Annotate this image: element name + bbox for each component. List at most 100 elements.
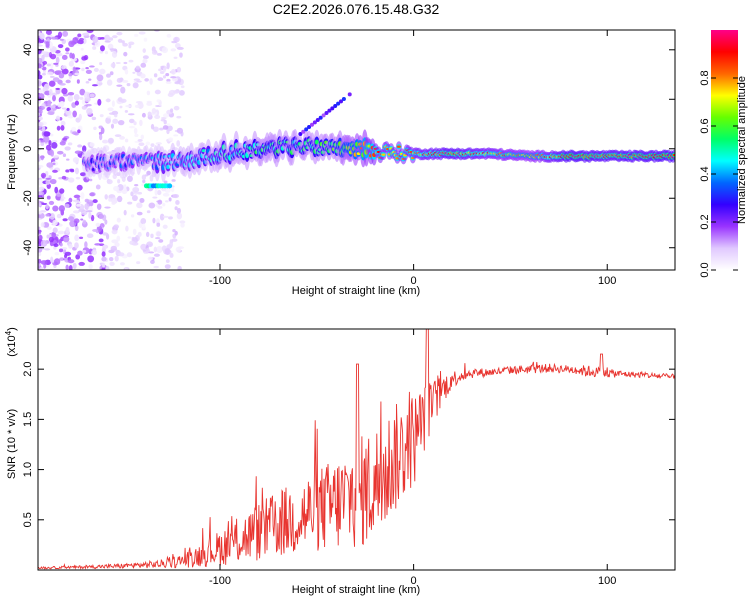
snr-series-line — [38, 329, 675, 570]
heatmap-cell — [98, 82, 103, 85]
snr-multiplier-base: (x10 — [6, 335, 18, 356]
heatmap-cell — [156, 52, 162, 56]
heatmap-cell — [156, 246, 163, 254]
heatmap-cell — [39, 32, 45, 40]
heatmap-cell — [129, 240, 135, 245]
heatmap-cell — [66, 107, 70, 111]
heatmap-cell — [38, 191, 45, 196]
heatmap-cell — [114, 255, 119, 262]
heatmap-cell — [93, 126, 97, 131]
heatmap-cell — [59, 257, 65, 261]
heatmap-cell — [74, 234, 80, 242]
heatmap-cell — [38, 232, 41, 235]
heatmap-cell — [100, 45, 105, 52]
y-tick-label: 0.5 — [22, 512, 34, 527]
heatmap-cell — [169, 252, 174, 258]
heatmap-cell — [105, 117, 111, 124]
heatmap-cell — [315, 118, 320, 123]
heatmap-cell — [80, 60, 86, 65]
heatmap-cell — [63, 236, 70, 243]
heatmap-cell — [142, 179, 146, 184]
heatmap-cell — [38, 201, 42, 207]
heatmap-cell — [109, 261, 115, 266]
heatmap-cell — [77, 250, 83, 256]
heatmap-cell — [98, 238, 104, 243]
heatmap-cell — [81, 56, 88, 61]
heatmap-cell — [65, 264, 69, 270]
heatmap-cell — [175, 246, 182, 253]
heatmap-cell — [52, 155, 60, 158]
heatmap-cell — [95, 184, 101, 190]
heatmap-cell — [172, 77, 178, 82]
heatmap-cell — [166, 128, 170, 135]
heatmap-cell — [67, 259, 75, 264]
heatmap-cell — [339, 99, 344, 104]
heatmap-cell — [121, 80, 129, 83]
heatmap-cell — [52, 169, 58, 173]
heatmap-cell — [50, 62, 54, 70]
heatmap-cell — [53, 246, 57, 250]
heatmap-cell — [128, 125, 136, 129]
heatmap-cell — [146, 210, 151, 214]
heatmap-cell — [106, 179, 113, 185]
snr-ticks: -100 0 100 0.5 1.0 1.5 2.0 — [22, 329, 675, 587]
x-tick-label: 0 — [411, 575, 417, 587]
heatmap-cell — [89, 192, 95, 197]
heatmap-cell — [109, 48, 117, 51]
heatmap-cell — [104, 206, 111, 209]
heatmap-cell — [59, 100, 65, 107]
heatmap-cell — [68, 72, 73, 77]
heatmap-cell — [150, 123, 155, 130]
heatmap-cell — [86, 30, 94, 34]
heatmap-cell — [174, 81, 181, 85]
heatmap-cell — [73, 194, 81, 199]
heatmap-cell — [160, 65, 165, 69]
heatmap-cell — [126, 82, 131, 87]
heatmap-cell — [45, 213, 50, 217]
heatmap-cell — [68, 197, 73, 203]
heatmap-cell — [154, 89, 161, 95]
heatmap-cell — [84, 241, 88, 249]
heatmap-cell — [85, 80, 90, 84]
heatmap-cell — [101, 262, 106, 268]
heatmap-cell — [55, 52, 63, 57]
heatmap-cell — [81, 99, 86, 105]
heatmap-cell — [59, 38, 64, 41]
heatmap-cell — [50, 256, 54, 263]
heatmap-cell — [73, 218, 80, 224]
heatmap-cell — [110, 123, 115, 129]
heatmap-cell — [298, 132, 303, 137]
heatmap-cell — [38, 164, 44, 168]
heatmap-cell — [52, 205, 59, 212]
heatmap-cell — [155, 142, 162, 145]
heatmap-cell — [82, 32, 90, 36]
y-tick-label: 1.0 — [22, 462, 34, 477]
y-tick-label: -40 — [22, 240, 34, 256]
heatmap-cell — [75, 176, 81, 180]
heatmap-cell — [166, 33, 172, 38]
heatmap-cell — [77, 144, 83, 148]
heatmap-cell — [113, 224, 120, 229]
heatmap-cell — [341, 97, 346, 102]
heatmap-cell — [60, 120, 66, 127]
heatmap-cell — [135, 65, 140, 70]
heatmap-cell — [57, 230, 65, 235]
heatmap-cell — [56, 70, 63, 73]
heatmap-cell — [64, 251, 72, 256]
heatmap-cell — [72, 110, 77, 118]
heatmap-cell — [46, 234, 50, 239]
heatmap-cell — [109, 71, 114, 76]
heatmap-cell — [126, 252, 133, 258]
heatmap-cell — [38, 63, 42, 69]
heatmap-cell — [38, 96, 42, 102]
heatmap-cell — [88, 264, 93, 270]
heatmap-cell — [47, 99, 52, 107]
heatmap-cell — [41, 72, 46, 76]
heatmap-cell — [88, 178, 93, 182]
snr-multiplier-exponent: 4 — [4, 330, 13, 335]
heatmap-cell — [78, 37, 84, 42]
heatmap-cell — [38, 143, 41, 147]
heatmap-cell — [72, 199, 80, 203]
heatmap-cell — [138, 31, 146, 35]
heatmap-cell — [114, 114, 118, 118]
